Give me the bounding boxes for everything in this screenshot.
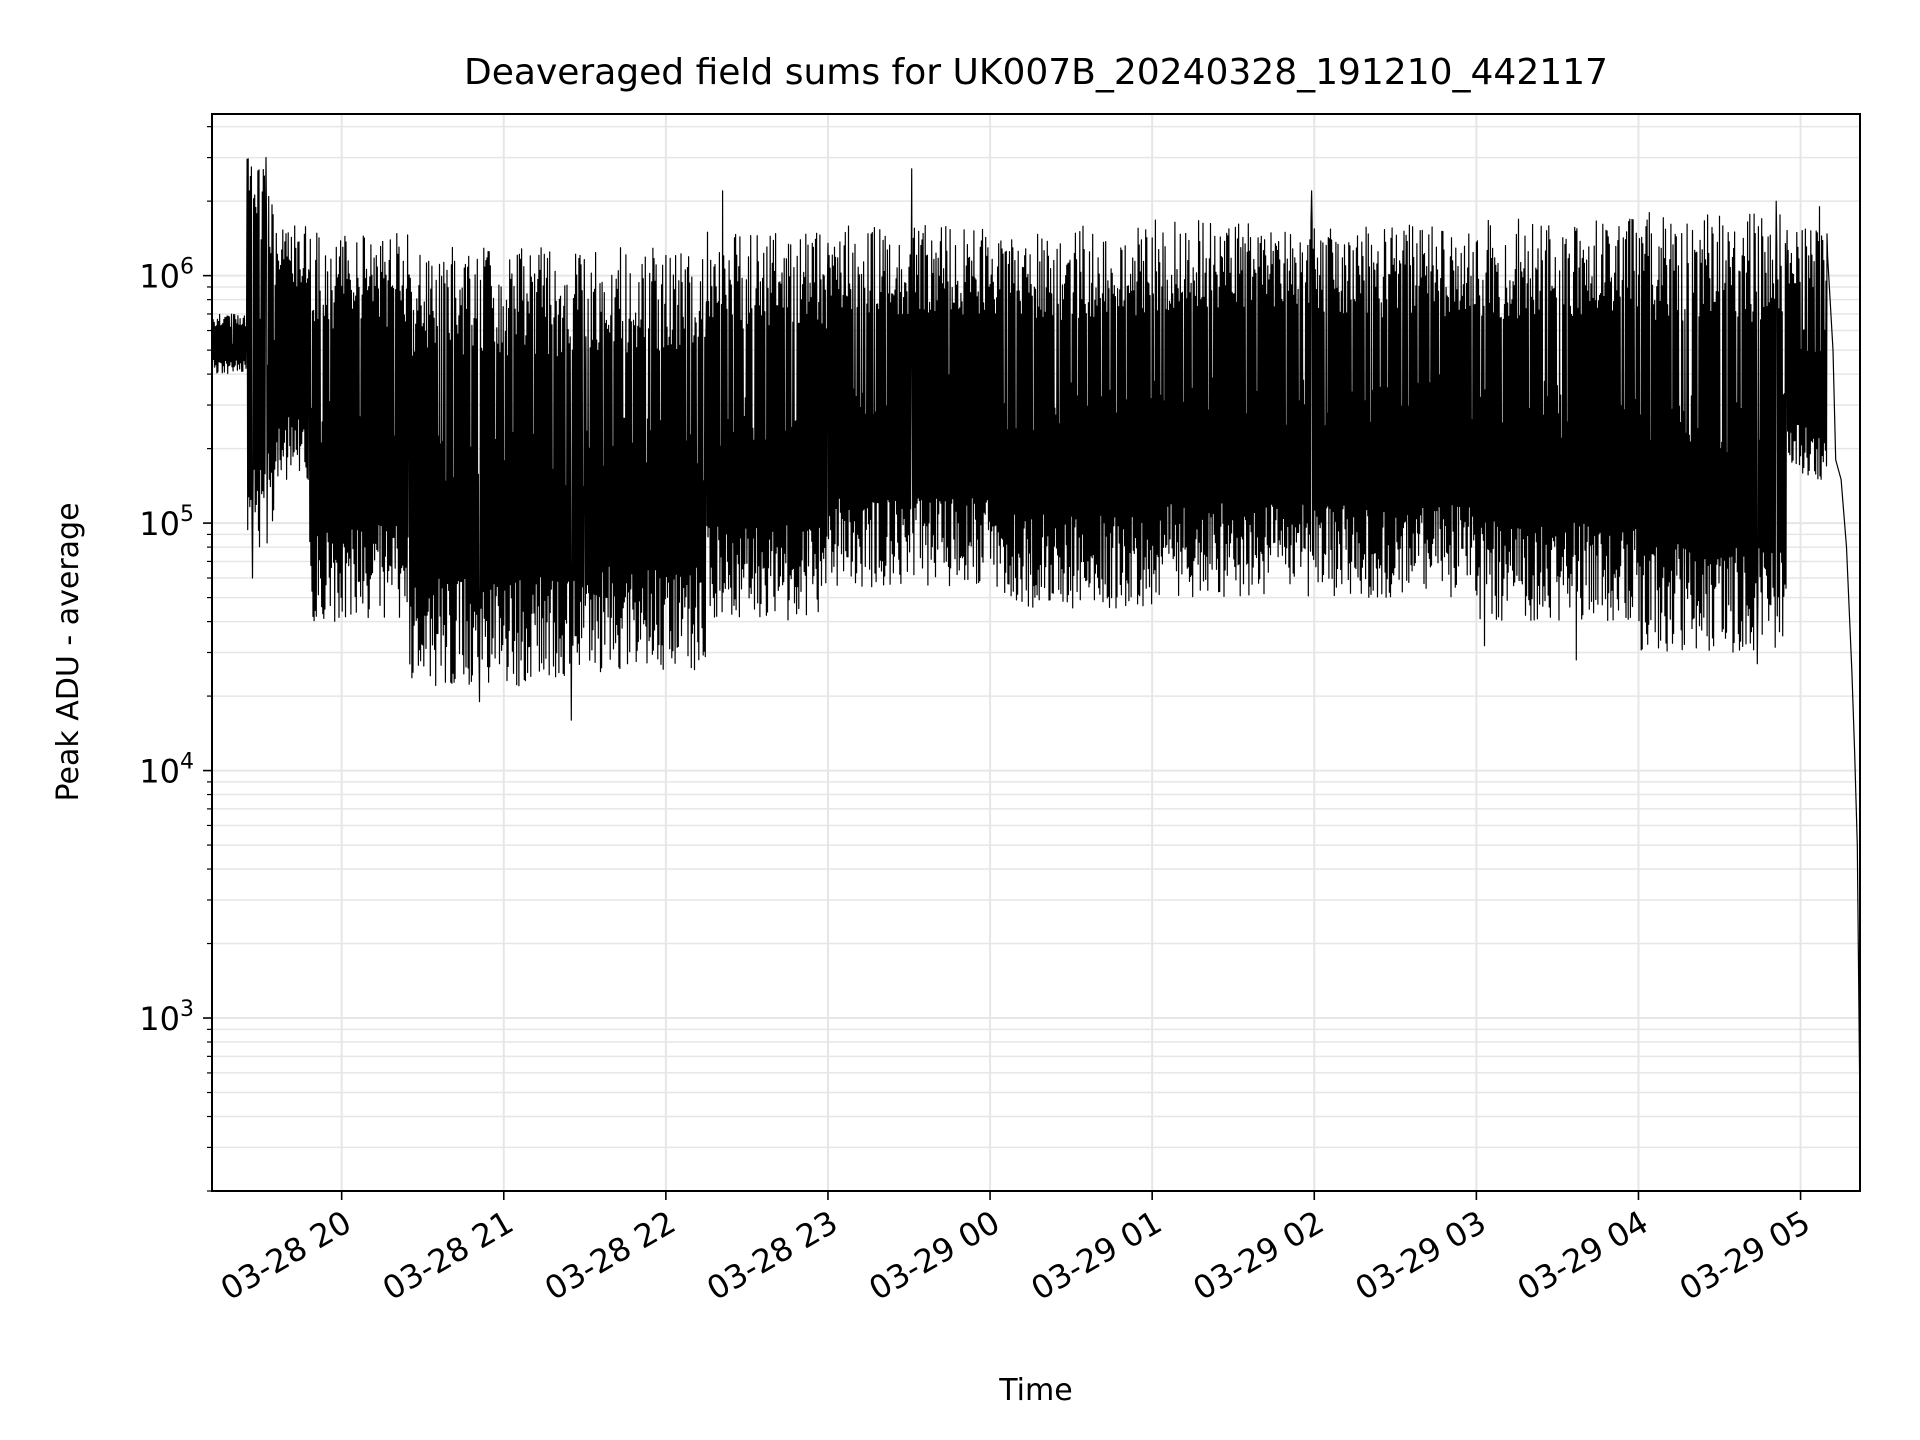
chart-title: Deaveraged field sums for UK007B_2024032… (464, 52, 1608, 93)
y-tick-label: 105 (139, 502, 194, 543)
y-tick-label: 103 (139, 997, 194, 1038)
y-tick-label: 104 (139, 750, 194, 791)
x-axis-label: Time (998, 1373, 1072, 1408)
data-series (211, 157, 1861, 1117)
series-line (211, 157, 1861, 1117)
y-tick-label: 106 (139, 255, 194, 296)
y-axis-label: Peak ADU - average (51, 502, 86, 801)
